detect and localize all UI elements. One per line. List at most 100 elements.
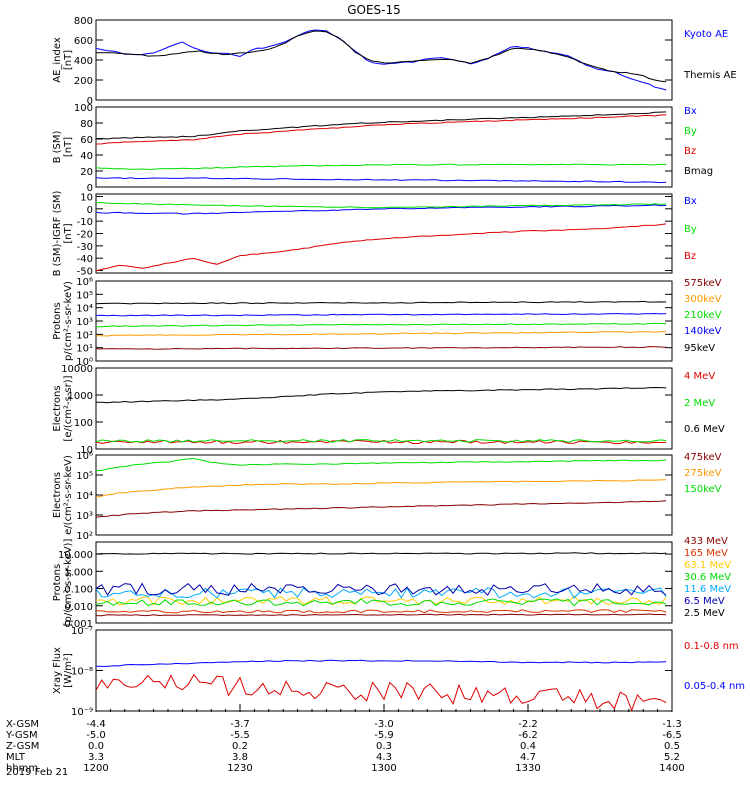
y-tick-label: 10³ — [76, 317, 93, 328]
row-label-mlt: MLT — [6, 752, 26, 763]
row-label-z-gsm: Z-GSM — [6, 741, 39, 752]
series-30-6-mev — [96, 598, 667, 607]
row-value: 1300 — [371, 763, 396, 774]
y-tick-label: 10⁶ — [76, 277, 93, 288]
y-tick-label: 0.010 — [64, 602, 93, 613]
y-tick-label: -10 — [77, 217, 93, 228]
legend-275kev: 275keV — [684, 468, 722, 479]
y-tick-label: 10⁵ — [76, 290, 93, 301]
y-tick-label: 600 — [74, 36, 93, 47]
y-tick-label: -50 — [77, 267, 93, 278]
y-tick-label: 10 — [80, 445, 93, 456]
row-label-x-gsm: X-GSM — [6, 719, 39, 730]
y-axis-title: Electrons — [52, 385, 63, 431]
y-tick-label: 10⁴ — [76, 304, 93, 315]
legend-475kev: 475keV — [684, 452, 722, 463]
y-tick-label: 10² — [76, 531, 93, 542]
y-axis-title: B (SM)-IGRF (SM) — [52, 191, 63, 277]
row-value: -4.4 — [86, 719, 106, 730]
legend-140kev: 140keV — [684, 326, 722, 337]
y-tick-label: 0 — [87, 183, 93, 194]
row-value: -6.2 — [518, 730, 538, 741]
series-300kev — [96, 330, 667, 337]
y-tick-label: 1.000 — [64, 567, 93, 578]
y-tick-label: 10² — [76, 330, 93, 341]
y-tick-label: -30 — [77, 242, 93, 253]
series-575kev — [96, 346, 667, 350]
legend-themis-ae: Themis AE — [683, 70, 737, 81]
y-tick-label: 800 — [74, 16, 93, 27]
y-tick-label: 10⁰ — [76, 357, 93, 368]
row-value: -3.0 — [374, 719, 394, 730]
row-value: 1330 — [515, 763, 540, 774]
y-axis-title: Electrons — [52, 472, 63, 518]
series-kyoto-ae — [96, 29, 667, 91]
legend-63-1-mev: 63.1 MeV — [684, 560, 731, 571]
row-value: 5.2 — [664, 752, 680, 763]
panel-6: 10² 10³ 10⁴ 10⁵ 10⁶ Electrons e/(cm²-s-sr-keV)… — [52, 451, 722, 542]
y-axis-title: [p/(cm²-s-sr-keV)] — [63, 539, 74, 627]
series-bx — [96, 204, 667, 215]
series-bx — [96, 177, 667, 184]
y-axis-title: p/(cm²-s-sr-keV) — [63, 281, 74, 361]
row-value: -5.0 — [86, 730, 106, 741]
row-value: 3.8 — [232, 752, 248, 763]
y-axis-title: [nT] — [63, 223, 74, 243]
legend-0-05-0-4-nm: 0.05-0.4 nm — [684, 681, 745, 692]
row-value: -1.3 — [662, 719, 682, 730]
series-bmag — [96, 111, 667, 140]
legend-kyoto-ae: Kyoto AE — [684, 29, 728, 40]
legend-bz: Bz — [684, 251, 696, 262]
y-tick-label: 400 — [74, 56, 93, 67]
legend-6-5-mev: 6.5 MeV — [684, 596, 725, 607]
panel-7: 0.001 0.010 0.100 1.000 10.000 Protons [p/(cm²… — [52, 536, 731, 630]
panel-frame — [95, 19, 673, 101]
series-0-6-mev — [96, 386, 667, 404]
panel-frame — [95, 106, 673, 188]
panel-3: -50 -40-30-20 -100 10 B (SM)-IGRF (SM) [nT] Bx… — [52, 191, 697, 278]
y-tick-label: 10⁻⁷ — [71, 626, 93, 637]
series-2-5-mev — [96, 552, 667, 555]
y-axis-title: B (SM) — [52, 130, 63, 163]
y-tick-label: 0.001 — [64, 619, 93, 630]
row-value: -6.5 — [662, 730, 682, 741]
row-value: -5.9 — [374, 730, 394, 741]
row-value: 4.3 — [376, 752, 392, 763]
y-tick-label: 10³ — [76, 511, 93, 522]
row-value: 0.5 — [664, 741, 680, 752]
y-tick-label: 0 — [87, 205, 93, 216]
y-tick-label: 40 — [80, 151, 93, 162]
y-tick-label: 100 — [74, 103, 93, 114]
series-210kev — [96, 322, 667, 328]
panel-4: 10⁰ 10¹ 10² 10³ 10⁴ 10⁵ 10⁶ Protons p/(cm²-s-sr-… — [52, 277, 722, 368]
y-tick-label: 10 — [80, 192, 93, 203]
y-tick-label: 80 — [80, 119, 93, 130]
y-tick-label: 10¹ — [76, 344, 93, 355]
legend-bx: Bx — [684, 106, 697, 117]
y-axis-title: Protons — [52, 564, 63, 601]
panel-frame — [95, 454, 673, 536]
series-6-5-mev — [96, 582, 667, 596]
legend-30-6-mev: 30.6 MeV — [684, 572, 731, 583]
series-by — [96, 163, 667, 170]
legend-bz: Bz — [684, 146, 696, 157]
panel-8: 10⁻⁹ 10⁻⁸ 10⁻⁷ Xray Flux [W/m²] 0.1-0.8 nm 0.0… — [52, 626, 745, 718]
row-value: 0.0 — [88, 741, 104, 752]
row-value: 4.7 — [520, 752, 536, 763]
series-bz — [96, 223, 667, 272]
row-value: 1400 — [659, 763, 684, 774]
y-tick-label: 10⁻⁹ — [71, 707, 93, 718]
y-tick-label: 0.100 — [64, 585, 93, 596]
y-axis-title: [e/(cm²-s-sr)] — [63, 375, 74, 441]
y-tick-label: -40 — [77, 254, 93, 265]
y-tick-label: 10⁵ — [76, 471, 93, 482]
legend-2-mev: 2 MeV — [684, 398, 715, 409]
y-axis-title: [nT] — [63, 50, 74, 70]
y-tick-label: 10000 — [61, 364, 93, 375]
y-tick-label: 20 — [80, 167, 93, 178]
series-0-1-0-8-nm — [96, 673, 667, 711]
row-value: 3.3 — [88, 752, 104, 763]
y-axis-title: [W/m²] — [63, 653, 74, 688]
row-value: -5.5 — [230, 730, 250, 741]
